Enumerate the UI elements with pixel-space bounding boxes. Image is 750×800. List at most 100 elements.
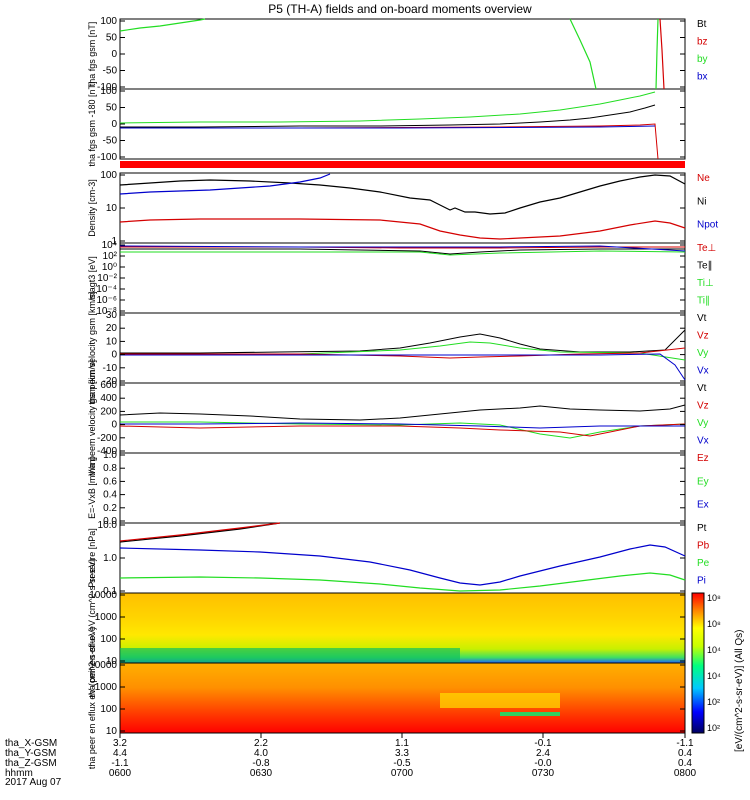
ytick-label: -100 bbox=[97, 82, 117, 93]
trace-ti-par bbox=[119, 245, 686, 252]
x-row-value: 1.1 bbox=[395, 738, 409, 749]
colorbar-tick: 10⁴ bbox=[707, 671, 721, 681]
trace-green-p2 bbox=[119, 91, 656, 124]
ytick-label: -50 bbox=[103, 66, 118, 77]
legend-entry: bz bbox=[697, 37, 708, 48]
x-row-label: hhmm bbox=[5, 768, 33, 779]
ytick-label: 10 bbox=[106, 726, 118, 737]
panel-ylabel: E=-VxB [mV/m] bbox=[87, 457, 97, 519]
colorbar-tick: 10⁴ bbox=[707, 645, 721, 655]
panel-ylabel: tha peim velocity gsm [km/s] bbox=[87, 291, 97, 404]
ytick-label: 10 bbox=[106, 203, 118, 214]
legend-entry: Vx bbox=[697, 366, 709, 377]
ytick-label: 10⁰ bbox=[102, 262, 117, 273]
panel-temperature bbox=[119, 242, 686, 314]
ytick-label: 10 bbox=[106, 656, 118, 667]
trace-te-par bbox=[120, 248, 685, 255]
legend-entry: Ne bbox=[697, 173, 710, 184]
ytick-label: 10⁻⁸ bbox=[96, 306, 117, 317]
ytick-label: 1000 bbox=[95, 682, 118, 693]
legend-entry: Ti⊥ bbox=[697, 278, 714, 289]
panel-temperature-traces bbox=[119, 245, 686, 256]
legend-entry: Vt bbox=[697, 313, 707, 324]
legend-entry: Pt bbox=[697, 523, 707, 534]
ytick-label: 10.0 bbox=[98, 520, 118, 531]
trace-peem-vz bbox=[119, 423, 686, 437]
ytick-label: 0 bbox=[111, 49, 117, 60]
x-row-value: 0600 bbox=[109, 768, 132, 779]
ytick-label: 0 bbox=[111, 420, 117, 431]
trace-peem-vx bbox=[120, 422, 685, 429]
ytick-label: 100 bbox=[100, 86, 117, 97]
ytick-label: -200 bbox=[97, 433, 117, 444]
x-row-value: 0.4 bbox=[678, 758, 692, 769]
legend-entry: bx bbox=[697, 72, 708, 83]
ytick-label: 1000 bbox=[95, 612, 118, 623]
panel-peer-middle-band bbox=[440, 693, 560, 708]
ytick-label: 20 bbox=[106, 323, 118, 334]
ytick-label: 200 bbox=[100, 406, 117, 417]
legend-entry: Pi bbox=[697, 576, 706, 587]
x-row-value: 0800 bbox=[674, 768, 697, 779]
ytick-label: 0.4 bbox=[103, 490, 117, 501]
ytick-label: 10² bbox=[103, 251, 118, 262]
panel-ylabel: tha peem velocity gsm [km/s] bbox=[87, 360, 97, 476]
panel-peir-low-energy-band bbox=[120, 648, 460, 663]
x-row-label: tha_X-GSM bbox=[5, 738, 57, 749]
panel-peem-velocity-traces bbox=[119, 404, 686, 439]
panel-fgs-gsm-1-traces bbox=[119, 18, 665, 90]
x-row-value: -0.8 bbox=[252, 758, 270, 769]
panel-peer-green-feature bbox=[500, 712, 560, 716]
figure-title: P5 (TH-A) fields and on-board moments ov… bbox=[268, 2, 532, 16]
ytick-label: 10⁻⁴ bbox=[96, 284, 117, 295]
x-row-value: 0700 bbox=[391, 768, 414, 779]
ytick-label: -50 bbox=[103, 136, 118, 147]
ytick-label: 10000 bbox=[89, 590, 117, 601]
colorbar-tick-labels: 10⁸ 10⁸ 10⁴ 10⁴ 10² 10² bbox=[707, 593, 721, 733]
trace-black-p2 bbox=[120, 104, 656, 128]
ytick-label: 0.1 bbox=[103, 586, 117, 597]
panel-ylabel: tha fgs gsm [nT] bbox=[87, 22, 97, 87]
colorbar-tick: 10⁸ bbox=[707, 593, 721, 603]
ytick-label: 600 bbox=[100, 380, 117, 391]
trace-by-rise bbox=[655, 18, 659, 90]
x-row-value: 0.4 bbox=[678, 748, 692, 759]
ytick-label: 30 bbox=[106, 310, 118, 321]
panel-ylabel: Density [cm-3] bbox=[87, 179, 97, 237]
x-row-value: -1.1 bbox=[111, 758, 129, 769]
trace-peem-vt bbox=[119, 404, 686, 421]
colorbar-label: [eV/(cm^2-s-sr-eV)] (All Qs) bbox=[734, 630, 745, 752]
ytick-label: 400 bbox=[100, 393, 117, 404]
legend-entry: Vz bbox=[697, 401, 709, 412]
ytick-label: 50 bbox=[106, 33, 118, 44]
ytick-label: 0 bbox=[111, 350, 117, 361]
ytick-label: 10⁻⁶ bbox=[96, 295, 117, 306]
ytick-label: 0.2 bbox=[103, 503, 117, 514]
trace-by-drop bbox=[569, 18, 597, 90]
ytick-label: 10000 bbox=[89, 660, 117, 671]
trace-red-p2 bbox=[120, 123, 659, 160]
ytick-label: 100 bbox=[100, 634, 117, 645]
panel-ylabel: tha peer en eflux eV (cm^2-s-sr-eV) bbox=[87, 627, 97, 769]
trace-pe bbox=[119, 572, 686, 592]
x-row-value: 3.2 bbox=[113, 738, 127, 749]
ytick-label: 100 bbox=[100, 170, 117, 181]
x-row-value: 2.4 bbox=[536, 748, 550, 759]
legend-entry: Ey bbox=[697, 476, 709, 487]
x-row-value: -0.1 bbox=[534, 738, 552, 749]
x-row-value: 4.4 bbox=[113, 748, 127, 759]
colorbar bbox=[691, 592, 705, 734]
ytick-label: 50 bbox=[106, 103, 118, 114]
status-bar bbox=[120, 161, 685, 168]
trace-npot bbox=[119, 173, 331, 195]
ytick-label: 0.8 bbox=[103, 463, 117, 474]
x-row-value: -0.5 bbox=[393, 758, 411, 769]
trace-bz-panel1 bbox=[659, 18, 665, 90]
ytick-label: 10⁻² bbox=[97, 273, 117, 284]
legend-entry: Te∥ bbox=[697, 261, 713, 272]
ytick-label: 1.0 bbox=[103, 553, 117, 564]
panel-pressure-traces bbox=[119, 522, 686, 592]
x-row-value: 0730 bbox=[532, 768, 555, 779]
